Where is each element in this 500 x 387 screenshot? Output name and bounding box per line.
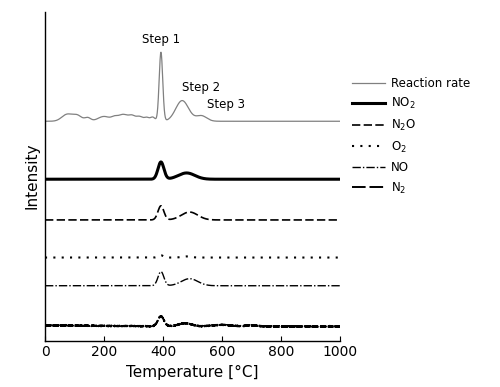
- Text: Step 1: Step 1: [142, 33, 180, 46]
- Text: Step 2: Step 2: [182, 81, 220, 94]
- Legend: Reaction rate, NO$_2$, N$_2$O, O$_2$, NO, N$_2$: Reaction rate, NO$_2$, N$_2$O, O$_2$, NO…: [352, 77, 470, 195]
- Y-axis label: Intensity: Intensity: [24, 143, 40, 209]
- Text: Step 3: Step 3: [206, 98, 244, 111]
- X-axis label: Temperature [°C]: Temperature [°C]: [126, 365, 259, 380]
